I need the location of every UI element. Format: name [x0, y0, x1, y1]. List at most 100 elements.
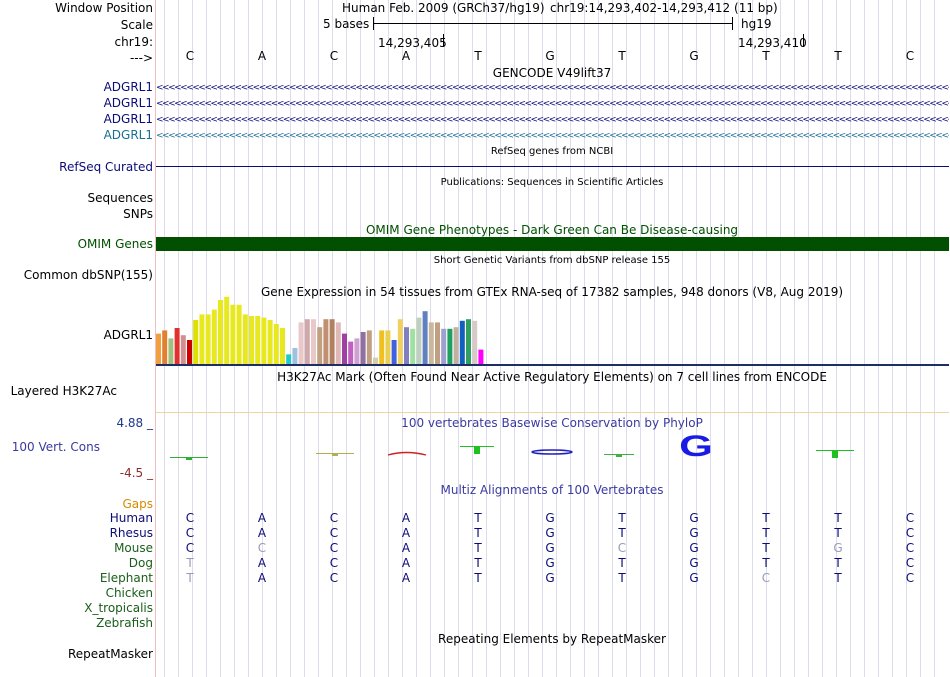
grid-line [360, 0, 361, 677]
scale-text: 5 bases [323, 17, 370, 31]
grid-line [766, 0, 767, 677]
grid-line [780, 0, 781, 677]
h3k27ac-track-label[interactable]: Layered H3K27Ac [10, 384, 117, 398]
dbsnp-track-label[interactable]: Common dbSNP(155) [23, 268, 153, 282]
gencode-gene-label[interactable]: ADGRL1 [103, 96, 153, 110]
species-label[interactable]: Rhesus [109, 526, 153, 540]
grid-line [822, 0, 823, 677]
coordinate-label: 14,293,405 [378, 36, 447, 50]
grid-line [878, 0, 879, 677]
alignment-base: C [905, 526, 915, 540]
alignment-base: A [401, 526, 411, 540]
gaps-label[interactable]: Gaps [122, 497, 153, 511]
refseq-gene-line[interactable] [156, 166, 949, 167]
grid-line [892, 0, 893, 677]
gtex-track-title[interactable]: Gene Expression in 54 tissues from GTEx … [260, 285, 844, 299]
alignment-base: A [257, 571, 267, 585]
omim-track-label[interactable]: OMIM Genes [77, 237, 153, 251]
sequence-base: C [905, 49, 915, 63]
coordinate-label: 14,293,410 [738, 36, 807, 50]
species-label[interactable]: Elephant [99, 571, 153, 585]
label-divider [155, 0, 156, 677]
gene-model-line[interactable]: <<<<<<<<<<<<<<<<<<<<<<<<<<<<<<<<<<<<<<<<… [156, 100, 949, 108]
publications-track-title[interactable]: Publications: Sequences in Scientific Ar… [440, 177, 664, 188]
omim-gene-bar[interactable] [156, 237, 949, 251]
gencode-gene-label[interactable]: ADGRL1 [103, 112, 153, 126]
grid-line [486, 0, 487, 677]
repeatmasker-track-label[interactable]: RepeatMasker [67, 647, 153, 661]
alignment-base: T [618, 511, 626, 525]
sequence-base: C [329, 49, 339, 63]
conservation-track-label[interactable]: 100 Vert. Cons [11, 440, 100, 454]
sequence-base: A [257, 49, 267, 63]
gtex-gene-label[interactable]: ADGRL1 [103, 328, 153, 342]
gencode-gene-label[interactable]: ADGRL1 [103, 80, 153, 94]
grid-line [934, 0, 935, 677]
conservation-track-title[interactable]: 100 vertebrates Basewise Conservation by… [401, 416, 703, 430]
alignment-base: G [689, 526, 699, 540]
grid-line [808, 0, 809, 677]
grid-line [640, 0, 641, 677]
scale-label: Scale [120, 18, 153, 32]
species-label[interactable]: Human [109, 511, 153, 525]
coordinate-tick [443, 34, 444, 47]
grid-line [514, 0, 515, 677]
grid-line [696, 0, 697, 677]
species-label[interactable]: Chicken [105, 586, 153, 600]
gencode-gene-label[interactable]: ADGRL1 [103, 128, 153, 142]
species-label[interactable]: Mouse [114, 541, 153, 555]
alignment-base: C [185, 526, 195, 540]
grid-line [920, 0, 921, 677]
alignment-base: T [834, 571, 842, 585]
alignment-base: C [617, 541, 627, 555]
repeatmasker-track-title[interactable]: Repeating Elements by RepeatMasker [438, 632, 666, 646]
grid-line [290, 0, 291, 677]
grid-line [906, 0, 907, 677]
alignment-base: G [545, 571, 555, 585]
omim-track-title[interactable]: OMIM Gene Phenotypes - Dark Green Can Be… [365, 223, 739, 237]
sequence-base: G [689, 49, 699, 63]
grid-line [542, 0, 543, 677]
species-label[interactable]: X_tropicalis [84, 601, 153, 615]
species-label[interactable]: Zebrafish [96, 616, 153, 630]
gene-model-line[interactable]: <<<<<<<<<<<<<<<<<<<<<<<<<<<<<<<<<<<<<<<<… [156, 84, 949, 92]
alignment-base: T [474, 571, 482, 585]
chrom-label: chr19: [114, 35, 153, 49]
species-label[interactable]: Dog [128, 556, 153, 570]
h3k27ac-track-title[interactable]: H3K27Ac Mark (Often Found Near Active Re… [277, 370, 827, 384]
alignment-base: G [689, 571, 699, 585]
grid-line [570, 0, 571, 677]
alignment-base: C [329, 511, 339, 525]
grid-line [598, 0, 599, 677]
dbsnp-track-title[interactable]: Short Genetic Variants from dbSNP releas… [433, 255, 671, 266]
sequence-base: T [618, 49, 626, 63]
alignment-base: T [618, 526, 626, 540]
assembly-text: Human Feb. 2009 (GRCh37/hg19) [342, 1, 545, 15]
alignment-base: T [834, 526, 842, 540]
alignment-base: T [618, 571, 626, 585]
grid-line [500, 0, 501, 677]
gencode-track-title[interactable]: GENCODE V49lift37 [492, 66, 612, 80]
scale-bar [373, 17, 733, 30]
alignment-base: G [545, 541, 555, 555]
grid-line [556, 0, 557, 677]
multiz-track-title[interactable]: Multiz Alignments of 100 Vertebrates [440, 483, 664, 497]
alignment-base: C [905, 556, 915, 570]
snps-track-label[interactable]: SNPs [123, 207, 153, 221]
coordinate-tick [803, 34, 804, 47]
sequences-track-label[interactable]: Sequences [87, 191, 153, 205]
gene-model-line[interactable]: <<<<<<<<<<<<<<<<<<<<<<<<<<<<<<<<<<<<<<<<… [156, 132, 949, 140]
grid-line [710, 0, 711, 677]
grid-line [192, 0, 193, 677]
grid-line [794, 0, 795, 677]
alignment-base: T [762, 526, 770, 540]
alignment-base: C [329, 556, 339, 570]
strand-arrow-label[interactable]: ---> [129, 51, 153, 65]
db-text: hg19 [741, 17, 772, 31]
alignment-base: T [474, 556, 482, 570]
refseq-track-label[interactable]: RefSeq Curated [59, 160, 153, 174]
refseq-track-title[interactable]: RefSeq genes from NCBI [490, 146, 614, 157]
gene-model-line[interactable]: <<<<<<<<<<<<<<<<<<<<<<<<<<<<<<<<<<<<<<<<… [156, 116, 949, 124]
alignment-base: T [834, 556, 842, 570]
